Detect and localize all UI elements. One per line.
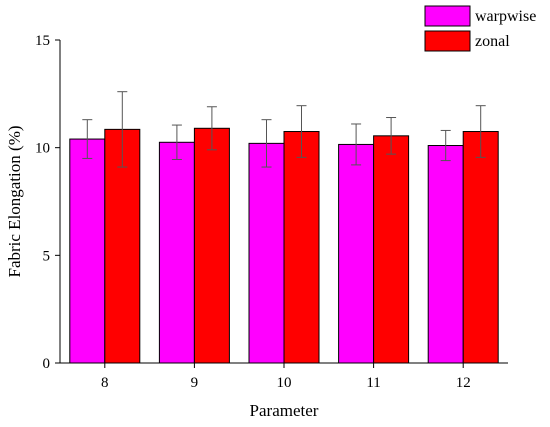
y-tick-label-0: 0 [43, 356, 51, 372]
y-tick-label-5: 5 [43, 248, 51, 264]
x-tick-label-12: 12 [456, 375, 471, 391]
bar-zonal-10 [283, 131, 320, 364]
y-ticks: 0 5 10 15 [35, 33, 60, 372]
error-bar-warpwise-11 [351, 123, 362, 166]
bar-zonal-11 [373, 135, 410, 364]
error-bars-layer [82, 91, 486, 168]
y-tick-label-10: 10 [35, 141, 50, 157]
bar-warpwise-9 [158, 141, 195, 364]
legend-swatch-warpwise [424, 5, 471, 27]
error-bar-warpwise-8 [82, 119, 93, 159]
error-bar-zonal-9 [206, 106, 217, 151]
bar-zonal-12 [462, 131, 499, 364]
error-bar-warpwise-9 [171, 124, 182, 161]
error-bar-zonal-11 [386, 117, 397, 155]
error-bar-zonal-12 [475, 105, 486, 158]
bar-zonal-8 [104, 128, 141, 364]
y-tick-label-15: 15 [35, 33, 50, 49]
legend-label-zonal: zonal [475, 33, 510, 50]
error-bar-zonal-10 [296, 105, 307, 158]
legend-swatch-zonal [424, 30, 471, 52]
x-tick-label-10: 10 [277, 375, 292, 391]
bar-zonal-9 [193, 127, 230, 364]
x-tick-label-8: 8 [101, 375, 109, 391]
error-bar-warpwise-10 [261, 119, 272, 168]
x-axis-title: Parameter [250, 401, 319, 420]
x-tick-label-9: 9 [191, 375, 199, 391]
bars-layer [69, 127, 499, 364]
bar-warpwise-12 [427, 145, 464, 364]
error-bar-warpwise-12 [440, 129, 451, 162]
legend: warpwise zonal [424, 5, 536, 52]
bar-warpwise-8 [69, 138, 106, 364]
bar-warpwise-11 [338, 143, 375, 364]
legend-label-warpwise: warpwise [475, 8, 536, 25]
x-ticks: 8 9 10 11 12 [101, 363, 471, 391]
bar-warpwise-10 [248, 142, 285, 364]
y-axis-title: Fabric Elongation (%) [5, 125, 24, 277]
error-bar-zonal-8 [117, 91, 128, 168]
x-tick-label-11: 11 [366, 375, 380, 391]
